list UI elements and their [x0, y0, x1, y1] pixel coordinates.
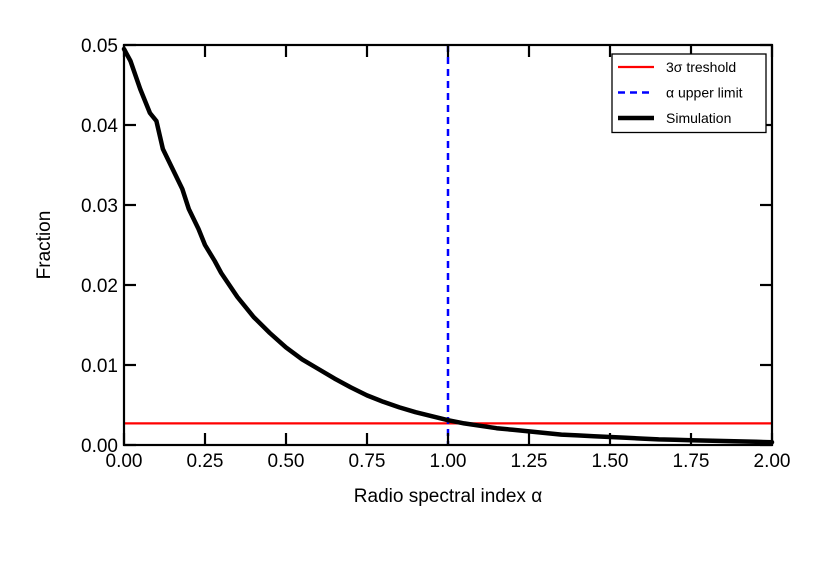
x-axis-label: Radio spectral index α: [354, 486, 542, 507]
x-tick-label: 2.00: [754, 451, 791, 472]
x-tick-label: 1.50: [592, 451, 629, 472]
x-tick-label: 0.50: [268, 451, 305, 472]
axes-layer: 0.00 0.25 0.50 0.75 1.00 1.25 1.50 1.75 2.00 0.00…: [81, 36, 790, 472]
y-tick-label: 0.03: [81, 196, 118, 217]
y-axis-label: Fraction: [34, 211, 55, 280]
series-layer: [121, 45, 775, 445]
series-simulation-line: [121, 46, 775, 445]
x-tick-label: 0.00: [106, 451, 143, 472]
x-tick-label: 1.75: [673, 451, 710, 472]
y-tick-label: 0.01: [81, 356, 118, 377]
x-tick-label: 1.25: [511, 451, 548, 472]
y-tick-label: 0.00: [81, 436, 118, 457]
legend-label: 3σ treshold: [666, 59, 736, 75]
y-tick-label: 0.04: [81, 116, 118, 137]
x-tick-label: 0.25: [187, 451, 224, 472]
y-tick-label: 0.02: [81, 276, 118, 297]
legend: 3σ treshold α upper limit Simulation: [611, 53, 767, 134]
legend-label: Simulation: [666, 110, 731, 126]
legend-label: α upper limit: [666, 85, 743, 101]
y-tick-label: 0.05: [81, 36, 118, 57]
x-tick-label: 0.75: [349, 451, 386, 472]
x-tick-label: 1.00: [430, 451, 467, 472]
